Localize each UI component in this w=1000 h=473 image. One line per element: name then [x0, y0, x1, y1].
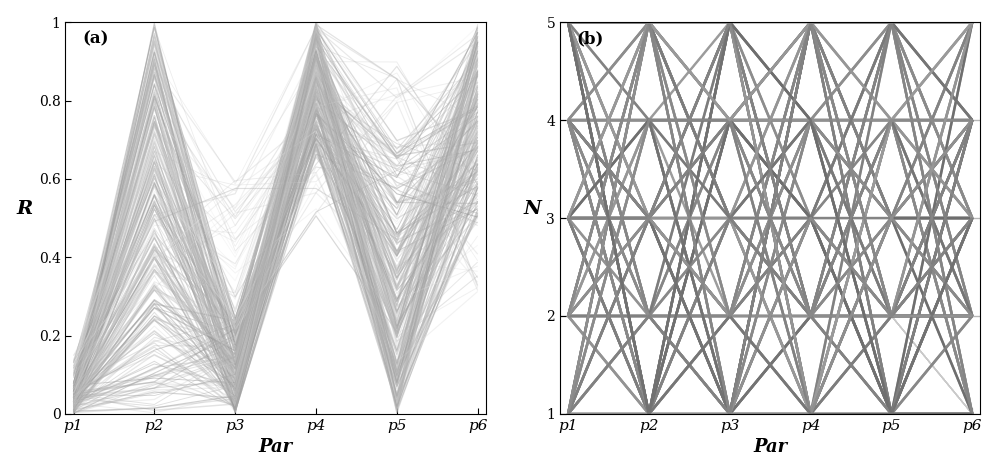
Y-axis label: R: R: [17, 200, 33, 218]
X-axis label: Par: Par: [259, 438, 293, 456]
Text: (b): (b): [577, 30, 604, 47]
Y-axis label: N: N: [523, 200, 541, 218]
Text: (a): (a): [82, 30, 109, 47]
X-axis label: Par: Par: [753, 438, 787, 456]
